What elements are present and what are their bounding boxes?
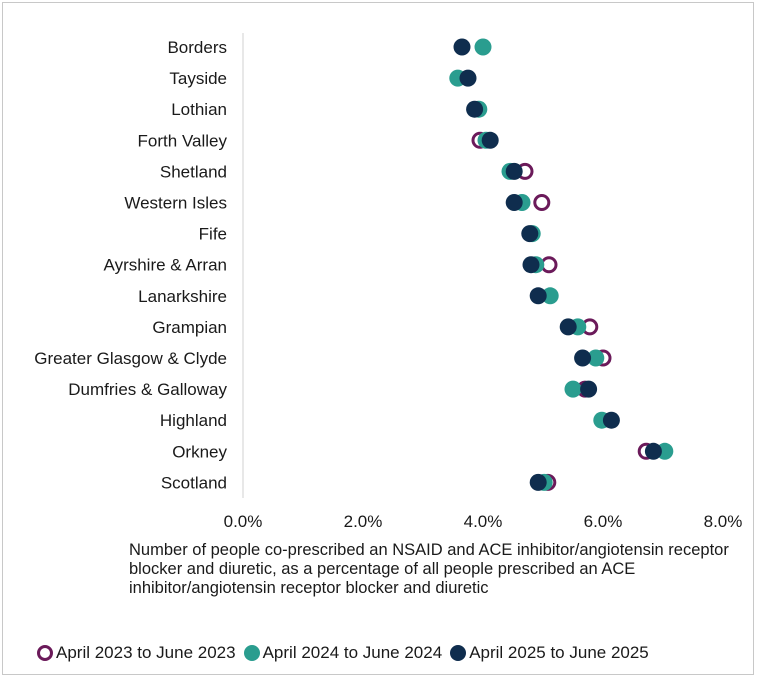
data-point (529, 473, 547, 491)
legend-marker-icon (243, 645, 260, 661)
legend-item: April 2025 to June 2025 (450, 643, 649, 663)
legend-item: April 2023 to June 2023 (37, 643, 236, 663)
category-label: Ayrshire & Arran (104, 256, 227, 275)
category-label: Dumfries & Galloway (68, 380, 227, 399)
data-point (564, 380, 582, 398)
legend-item: April 2024 to June 2024 (243, 643, 443, 663)
category-label: Highland (160, 411, 227, 430)
data-point (644, 442, 662, 460)
legend-label: April 2024 to June 2024 (262, 643, 443, 662)
x-tick-label: 6.0% (584, 512, 623, 531)
data-point (574, 349, 592, 367)
legend-label: April 2023 to June 2023 (56, 643, 236, 662)
x-tick-label: 0.0% (224, 512, 263, 531)
legend-label: April 2025 to June 2025 (469, 643, 649, 662)
legend-marker-icon (37, 645, 53, 661)
data-point (587, 349, 605, 367)
data-point (580, 380, 598, 398)
data-point (602, 411, 620, 429)
data-point (453, 38, 471, 56)
category-label: Fife (199, 225, 227, 244)
x-axis-label: Number of people co-prescribed an NSAID … (129, 541, 729, 597)
data-point (541, 287, 559, 305)
category-label: Western Isles (124, 194, 227, 213)
legend-marker-icon (450, 645, 467, 661)
data-point (474, 38, 492, 56)
data-point (533, 194, 551, 211)
data-point (521, 225, 539, 243)
category-label: Tayside (169, 69, 227, 88)
category-label: Forth Valley (138, 131, 228, 150)
category-label: Grampian (152, 318, 227, 337)
category-label: Scotland (161, 473, 227, 492)
category-label: Shetland (160, 162, 227, 181)
category-labels: Borders Tayside Lothian Forth Valley Shetlan… (34, 38, 227, 492)
chart-frame: Borders Tayside Lothian Forth Valley Shetlan… (2, 2, 754, 675)
x-tick-label: 8.0% (704, 512, 743, 531)
data-point (505, 194, 523, 211)
category-label: Lothian (171, 100, 227, 119)
category-label: Orkney (172, 442, 227, 461)
x-tick-labels: 0.0% 2.0% 4.0% 6.0% 8.0% (224, 512, 743, 531)
data-point (559, 318, 577, 336)
category-label: Lanarkshire (138, 287, 227, 306)
dot-plot-chart: Borders Tayside Lothian Forth Valley Shetlan… (34, 33, 743, 531)
x-tick-label: 2.0% (344, 512, 383, 531)
data-point (505, 162, 523, 180)
category-label: Borders (167, 38, 227, 57)
data-points (449, 38, 674, 491)
data-point (459, 69, 477, 87)
data-point (481, 131, 499, 149)
data-point (529, 287, 547, 305)
data-point (466, 100, 484, 118)
category-label: Greater Glasgow & Clyde (34, 349, 227, 368)
x-tick-label: 4.0% (464, 512, 503, 531)
legend: April 2023 to June 2023 April 2024 to Jun… (37, 643, 657, 663)
data-point (522, 256, 540, 274)
